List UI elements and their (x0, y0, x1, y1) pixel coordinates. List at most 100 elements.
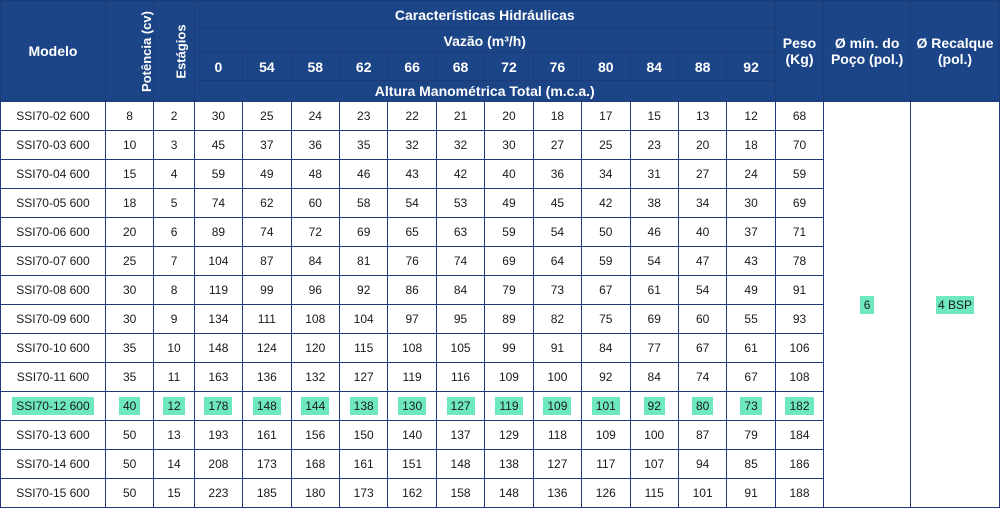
cell-altura: 134 (193, 304, 244, 334)
cell-modelo: SSI70-10 600 (0, 333, 106, 363)
cell-altura: 64 (532, 246, 583, 276)
cell-altura: 158 (435, 478, 486, 508)
cell-altura: 18 (726, 130, 776, 160)
cell-potencia: 40 (104, 391, 155, 421)
cell-altura: 100 (532, 362, 583, 392)
cell-altura: 37 (726, 217, 776, 247)
cell-altura: 72 (290, 217, 340, 247)
cell-altura: 118 (532, 420, 583, 450)
cell-altura-value: 73 (740, 397, 762, 415)
cell-modelo: SSI70-12 600 (0, 391, 106, 421)
cell-altura: 126 (581, 478, 631, 508)
cell-altura: 99 (484, 333, 534, 363)
cell-altura: 69 (338, 217, 389, 247)
header-flow-62: 62 (338, 52, 389, 81)
cell-modelo: SSI70-15 600 (0, 478, 106, 508)
cell-altura: 17 (581, 101, 631, 131)
header-flow-80: 80 (581, 52, 631, 81)
cell-potencia: 50 (104, 478, 155, 508)
cell-potencia: 10 (104, 130, 155, 160)
cell-peso: 184 (774, 420, 825, 450)
cell-altura: 97 (387, 304, 437, 334)
header-peso: Peso (Kg) (774, 0, 825, 102)
table-row: SSI70-05 600 18 5 74 62 60 58 54 53 49 45 42 38 34 30 6… (0, 188, 1000, 218)
cell-altura: 180 (290, 478, 340, 508)
cell-peso: 106 (774, 333, 825, 363)
cell-altura: 84 (581, 333, 631, 363)
cell-altura: 30 (484, 130, 534, 160)
cell-altura: 40 (484, 159, 534, 189)
table-row: SSI70-08 600 30 8 119 99 96 92 86 84 79 73 67 61 54 49… (0, 275, 1000, 305)
cell-peso-value: 182 (785, 397, 814, 415)
table-body: SSI70-02 600 8 2 30 25 24 23 22 21 20 18 17 15 13 12 68… (0, 101, 1000, 508)
cell-altura: 54 (387, 188, 437, 218)
cell-altura: 185 (242, 478, 292, 508)
cell-modelo-value: SSI70-12 600 (12, 397, 94, 415)
cell-altura: 87 (677, 420, 728, 450)
cell-altura: 99 (242, 275, 292, 305)
cell-altura: 79 (484, 275, 534, 305)
cell-estagios: 11 (153, 362, 195, 392)
table-row: SSI70-04 600 15 4 59 49 48 46 43 42 40 36 34 31 27 24 5… (0, 159, 1000, 189)
cell-altura: 13 (677, 101, 728, 131)
cell-altura: 40 (677, 217, 728, 247)
table-row: SSI70-03 600 10 3 45 37 36 35 32 32 30 27 25 23 20 18 7… (0, 130, 1000, 160)
cell-altura: 223 (193, 478, 244, 508)
header-altura: Altura Manométrica Total (m.c.a.) (193, 80, 776, 102)
cell-altura: 47 (677, 246, 728, 276)
cell-altura: 25 (242, 101, 292, 131)
header-flow-66: 66 (387, 52, 437, 81)
cell-altura: 92 (581, 362, 631, 392)
cell-altura: 116 (435, 362, 486, 392)
cell-potencia: 15 (104, 159, 155, 189)
cell-altura: 76 (387, 246, 437, 276)
table-header: Modelo Potência (cv) Estágios Caracterís… (0, 0, 1000, 102)
cell-altura: 148 (193, 333, 244, 363)
cell-altura: 32 (435, 130, 486, 160)
header-caracteristicas: Características Hidráulicas (193, 0, 776, 29)
header-vazao: Vazão (m³/h) (193, 28, 776, 53)
cell-altura: 137 (435, 420, 486, 450)
cell-altura: 163 (193, 362, 244, 392)
cell-altura: 130 (387, 391, 437, 421)
cell-altura: 108 (387, 333, 437, 363)
table-row: SSI70-15 600 50 15 223 185 180 173 162 158 148 136… (0, 478, 1000, 508)
table-row: SSI70-06 600 20 6 89 74 72 69 65 63 59 54 50 46 40 37 7… (0, 217, 1000, 247)
header-flow-88: 88 (677, 52, 728, 81)
cell-altura: 140 (387, 420, 437, 450)
cell-altura: 86 (387, 275, 437, 305)
cell-altura: 59 (484, 217, 534, 247)
cell-altura: 119 (484, 391, 534, 421)
cell-altura: 45 (532, 188, 583, 218)
cell-altura: 115 (338, 333, 389, 363)
cell-altura: 129 (484, 420, 534, 450)
cell-estagios: 4 (153, 159, 195, 189)
cell-altura: 161 (242, 420, 292, 450)
cell-potencia: 50 (104, 449, 155, 479)
cell-altura: 34 (581, 159, 631, 189)
cell-altura: 105 (435, 333, 486, 363)
cell-modelo: SSI70-02 600 (0, 101, 106, 131)
cell-peso: 186 (774, 449, 825, 479)
header-flow-84: 84 (629, 52, 679, 81)
cell-peso: 71 (774, 217, 825, 247)
cell-altura-value: 80 (691, 397, 714, 415)
cell-altura: 59 (581, 246, 631, 276)
header-estagios: Estágios (153, 0, 195, 102)
cell-modelo: SSI70-06 600 (0, 217, 106, 247)
cell-altura: 36 (532, 159, 583, 189)
cell-altura: 120 (290, 333, 340, 363)
cell-altura: 54 (532, 217, 583, 247)
cell-altura: 48 (290, 159, 340, 189)
cell-estagios: 5 (153, 188, 195, 218)
cell-altura: 61 (629, 275, 679, 305)
header-flow-54: 54 (242, 52, 292, 81)
cell-altura: 63 (435, 217, 486, 247)
cell-estagios: 6 (153, 217, 195, 247)
cell-peso: 91 (774, 275, 825, 305)
cell-altura: 173 (338, 478, 389, 508)
cell-altura: 84 (290, 246, 340, 276)
cell-altura: 69 (629, 304, 679, 334)
table-row: SSI70-07 600 25 7 104 87 84 81 76 74 69 64 59 54 47 43… (0, 246, 1000, 276)
